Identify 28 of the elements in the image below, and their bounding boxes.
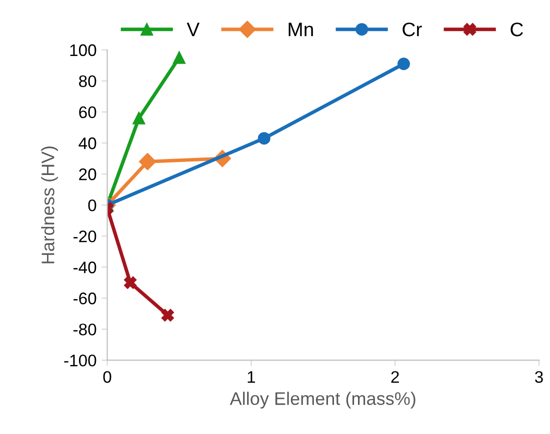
legend-label: C bbox=[510, 22, 523, 36]
x-axis-title: Alloy Element (mass%) bbox=[230, 392, 416, 409]
point bbox=[258, 132, 270, 145]
y-tick-label: -100 bbox=[64, 354, 96, 366]
point bbox=[397, 58, 410, 70]
x-tick-label: 2 bbox=[391, 371, 399, 383]
x-tick-label: 3 bbox=[535, 371, 543, 383]
x-tick-label: 1 bbox=[248, 371, 255, 383]
legend-label: Mn bbox=[288, 22, 313, 36]
y-axis-title: Hardness (HV) bbox=[41, 146, 58, 264]
y-tick-label: 100 bbox=[70, 44, 96, 56]
y-tick-label: 20 bbox=[79, 168, 96, 180]
y-tick-label: -60 bbox=[73, 292, 96, 304]
point bbox=[161, 308, 174, 322]
y-tick-label: 80 bbox=[79, 75, 96, 88]
legend-label: Cr bbox=[402, 22, 422, 36]
point bbox=[124, 276, 137, 289]
y-tick-label: -40 bbox=[73, 262, 96, 274]
y-tick-label: 0 bbox=[88, 199, 96, 212]
legend-label: V bbox=[186, 22, 200, 36]
y-tick-label: 60 bbox=[79, 106, 96, 118]
point bbox=[138, 153, 156, 170]
y-tick-label: -20 bbox=[73, 230, 96, 242]
x-tick-label: 0 bbox=[103, 371, 112, 383]
point bbox=[172, 51, 186, 64]
point bbox=[132, 112, 146, 124]
y-tick-label: 40 bbox=[78, 137, 96, 150]
y-tick-label: -80 bbox=[73, 324, 96, 336]
